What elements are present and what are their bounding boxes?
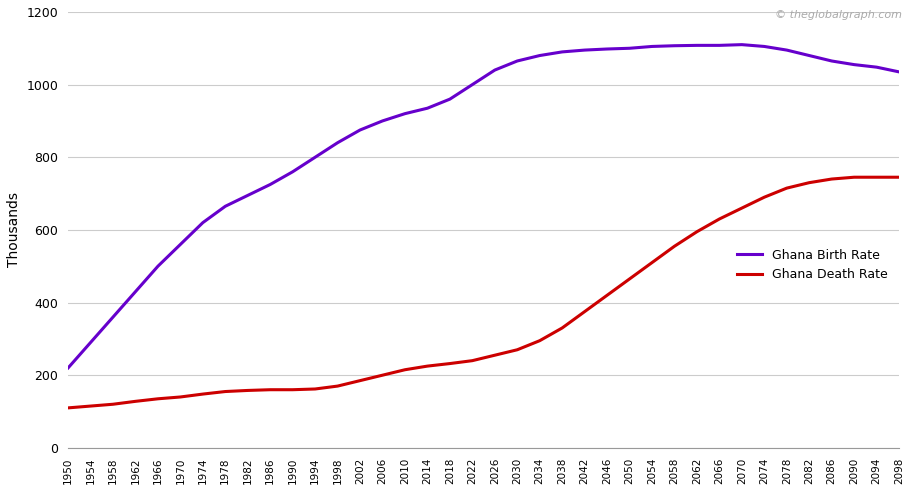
- Ghana Death Rate: [63, 405, 74, 411]
- Ghana Birth Rate: [736, 42, 747, 48]
- Ghana Death Rate: [175, 394, 186, 400]
- Ghana Birth Rate: [198, 219, 209, 225]
- Line: Ghana Birth Rate: Ghana Birth Rate: [68, 45, 899, 368]
- Ghana Birth Rate: [579, 47, 590, 53]
- Ghana Birth Rate: [826, 58, 837, 64]
- Ghana Birth Rate: [377, 118, 388, 124]
- Ghana Death Rate: [849, 174, 860, 180]
- Ghana Death Rate: [130, 398, 141, 404]
- Ghana Death Rate: [871, 174, 882, 180]
- Ghana Death Rate: [759, 194, 770, 200]
- Ghana Death Rate: [826, 176, 837, 182]
- Ghana Death Rate: [782, 185, 793, 191]
- Ghana Birth Rate: [310, 154, 321, 160]
- Ghana Birth Rate: [422, 105, 433, 111]
- Ghana Death Rate: [691, 229, 702, 235]
- Ghana Birth Rate: [849, 62, 860, 68]
- Ghana Death Rate: [85, 403, 96, 409]
- Ghana Death Rate: [894, 174, 905, 180]
- Ghana Birth Rate: [804, 53, 814, 58]
- Ghana Death Rate: [422, 363, 433, 369]
- Ghana Birth Rate: [894, 69, 905, 75]
- Ghana Birth Rate: [782, 47, 793, 53]
- Ghana Birth Rate: [557, 49, 568, 55]
- Ghana Birth Rate: [287, 169, 298, 175]
- Ghana Birth Rate: [759, 44, 770, 50]
- Ghana Birth Rate: [601, 46, 612, 52]
- Ghana Death Rate: [220, 388, 230, 394]
- Ghana Death Rate: [489, 352, 500, 358]
- Ghana Birth Rate: [466, 82, 477, 87]
- Ghana Death Rate: [107, 401, 118, 407]
- Ghana Death Rate: [601, 292, 612, 298]
- Ghana Birth Rate: [107, 314, 118, 320]
- Ghana Birth Rate: [85, 340, 96, 346]
- Ghana Death Rate: [287, 387, 298, 393]
- Ghana Death Rate: [512, 347, 523, 353]
- Ghana Death Rate: [198, 391, 209, 397]
- Ghana Birth Rate: [871, 64, 882, 70]
- Ghana Birth Rate: [130, 289, 141, 295]
- Ghana Birth Rate: [333, 140, 343, 146]
- Ghana Birth Rate: [265, 182, 276, 188]
- Ghana Death Rate: [647, 260, 658, 266]
- Ghana Birth Rate: [669, 43, 680, 49]
- Ghana Birth Rate: [691, 42, 702, 48]
- Ghana Death Rate: [624, 276, 635, 282]
- Ghana Death Rate: [714, 216, 725, 222]
- Ghana Birth Rate: [624, 45, 635, 51]
- Ghana Birth Rate: [512, 58, 523, 64]
- Ghana Death Rate: [400, 367, 411, 373]
- Ghana Birth Rate: [534, 53, 545, 58]
- Ghana Death Rate: [534, 338, 545, 344]
- Ghana Death Rate: [736, 205, 747, 211]
- Ghana Death Rate: [579, 309, 590, 315]
- Y-axis label: Thousands: Thousands: [7, 192, 21, 268]
- Ghana Birth Rate: [220, 203, 230, 209]
- Ghana Death Rate: [265, 387, 276, 393]
- Ghana Birth Rate: [647, 44, 658, 50]
- Ghana Death Rate: [557, 325, 568, 331]
- Ghana Birth Rate: [489, 67, 500, 73]
- Ghana Death Rate: [445, 360, 456, 366]
- Ghana Birth Rate: [354, 127, 365, 133]
- Legend: Ghana Birth Rate, Ghana Death Rate: Ghana Birth Rate, Ghana Death Rate: [732, 244, 893, 286]
- Ghana Death Rate: [466, 358, 477, 364]
- Ghana Birth Rate: [175, 242, 186, 247]
- Ghana Death Rate: [152, 396, 163, 402]
- Ghana Birth Rate: [400, 110, 411, 116]
- Ghana Birth Rate: [63, 365, 74, 371]
- Text: © theglobalgraph.com: © theglobalgraph.com: [775, 10, 902, 20]
- Ghana Death Rate: [310, 386, 321, 392]
- Ghana Death Rate: [804, 180, 814, 186]
- Ghana Death Rate: [242, 387, 253, 393]
- Line: Ghana Death Rate: Ghana Death Rate: [68, 177, 899, 408]
- Ghana Birth Rate: [242, 192, 253, 198]
- Ghana Birth Rate: [445, 96, 456, 102]
- Ghana Death Rate: [669, 243, 680, 249]
- Ghana Birth Rate: [152, 263, 163, 269]
- Ghana Death Rate: [377, 372, 388, 378]
- Ghana Birth Rate: [714, 42, 725, 48]
- Ghana Death Rate: [333, 383, 343, 389]
- Ghana Death Rate: [354, 378, 365, 383]
